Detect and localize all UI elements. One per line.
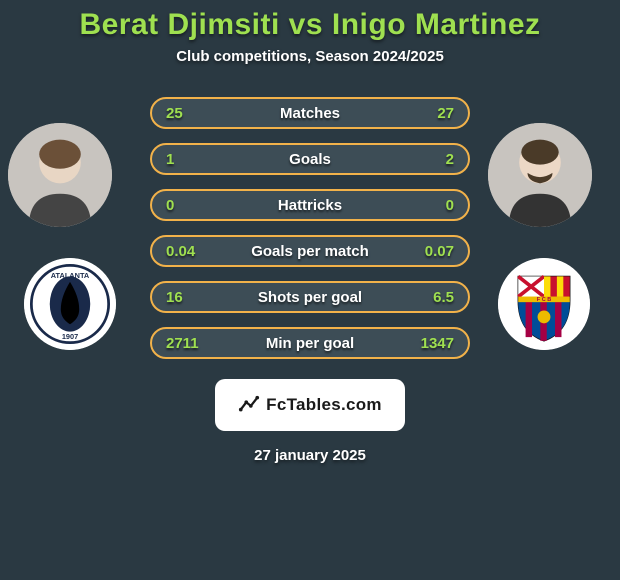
stat-label: Goals xyxy=(216,151,404,168)
stat-label: Min per goal xyxy=(216,335,404,352)
stat-left-value: 1 xyxy=(166,151,216,168)
stat-label: Matches xyxy=(216,105,404,122)
stat-row: 2711Min per goal1347 xyxy=(150,327,470,359)
stat-row: 1Goals2 xyxy=(150,143,470,175)
stat-row: 16Shots per goal6.5 xyxy=(150,281,470,313)
stats-area: 25Matches27 1Goals2 0Hattricks0 0.04Goals p… xyxy=(0,97,620,359)
stat-left-value: 25 xyxy=(166,105,216,122)
stat-left-value: 0.04 xyxy=(166,243,216,260)
stat-right-value: 6.5 xyxy=(404,289,454,306)
stat-row: 0.04Goals per match0.07 xyxy=(150,235,470,267)
stat-label: Shots per goal xyxy=(216,289,404,306)
stat-left-value: 0 xyxy=(166,197,216,214)
source-badge: FcTables.com xyxy=(215,379,405,431)
stat-right-value: 27 xyxy=(404,105,454,122)
stat-right-value: 2 xyxy=(404,151,454,168)
source-text: FcTables.com xyxy=(266,395,382,415)
stat-label: Hattricks xyxy=(216,197,404,214)
stat-left-value: 16 xyxy=(166,289,216,306)
stat-row: 25Matches27 xyxy=(150,97,470,129)
stat-row: 0Hattricks0 xyxy=(150,189,470,221)
date: 27 january 2025 xyxy=(254,447,366,464)
stat-right-value: 0.07 xyxy=(404,243,454,260)
comparison-card: Berat Djimsiti vs Inigo Martinez Club co… xyxy=(0,0,620,580)
title: Berat Djimsiti vs Inigo Martinez xyxy=(79,8,540,42)
stat-right-value: 0 xyxy=(404,197,454,214)
chart-icon xyxy=(238,394,260,416)
subtitle: Club competitions, Season 2024/2025 xyxy=(176,48,444,65)
stat-label: Goals per match xyxy=(216,243,404,260)
stat-right-value: 1347 xyxy=(404,335,454,352)
stat-left-value: 2711 xyxy=(166,335,216,352)
